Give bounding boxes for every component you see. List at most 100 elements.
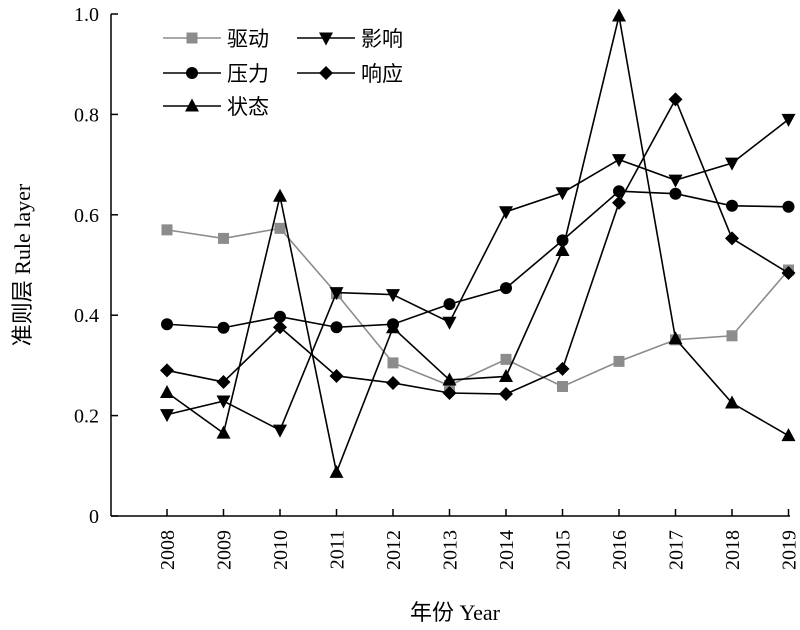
x-tick-label: 2016 bbox=[609, 530, 631, 570]
series-line bbox=[166, 190, 789, 329]
x-tick-label: 2014 bbox=[496, 530, 518, 570]
data-point bbox=[218, 232, 229, 244]
data-point bbox=[161, 224, 173, 236]
data-point bbox=[499, 206, 513, 220]
x-tick-label: 2015 bbox=[553, 530, 575, 570]
series-lines bbox=[160, 8, 796, 478]
data-point bbox=[500, 353, 512, 365]
data-point bbox=[160, 409, 174, 423]
data-point bbox=[555, 242, 570, 256]
data-point bbox=[725, 157, 739, 171]
data-point bbox=[216, 374, 231, 389]
data-point bbox=[273, 424, 287, 438]
legend-label: 影响 bbox=[361, 27, 403, 51]
legend-label: 压力 bbox=[227, 62, 269, 86]
x-tick-label: 2008 bbox=[157, 530, 179, 570]
series-line bbox=[166, 118, 789, 432]
data-point bbox=[612, 195, 626, 210]
legend-item: 状态 bbox=[163, 95, 269, 119]
data-point bbox=[499, 387, 513, 402]
legend-marker bbox=[186, 67, 198, 79]
data-point bbox=[160, 385, 174, 399]
x-tick-label: 2012 bbox=[383, 530, 405, 570]
x-axis-title: 年份 Year bbox=[410, 600, 501, 625]
series-line bbox=[166, 97, 789, 395]
data-point bbox=[161, 318, 173, 331]
data-point bbox=[726, 330, 738, 342]
data-point bbox=[612, 154, 626, 168]
legend-item: 驱动 bbox=[163, 27, 269, 51]
data-point bbox=[725, 395, 739, 409]
y-tick-label: 0.4 bbox=[74, 305, 99, 327]
y-axis-title: 准则层 Rule layer bbox=[10, 183, 35, 346]
data-point bbox=[387, 357, 399, 369]
series-line bbox=[166, 15, 789, 476]
data-point bbox=[329, 287, 344, 301]
series-2 bbox=[161, 185, 795, 334]
x-tick-label: 2010 bbox=[270, 530, 292, 570]
data-point bbox=[386, 320, 400, 334]
y-tick-label: 1.0 bbox=[74, 4, 99, 26]
series-4 bbox=[160, 113, 796, 438]
legend-label: 响应 bbox=[361, 62, 403, 86]
x-tick-label: 2013 bbox=[440, 530, 462, 570]
data-point bbox=[274, 310, 286, 323]
data-point bbox=[613, 185, 625, 198]
y-tick-label: 0 bbox=[89, 506, 99, 528]
x-tick-label: 2018 bbox=[722, 530, 744, 570]
data-point bbox=[725, 231, 739, 246]
series-line bbox=[166, 227, 790, 388]
data-point bbox=[442, 386, 457, 401]
data-point bbox=[781, 428, 796, 442]
data-point bbox=[781, 113, 796, 127]
legend-label: 驱动 bbox=[227, 27, 269, 51]
legend-marker bbox=[319, 66, 333, 80]
x-tick-label: 2009 bbox=[214, 530, 236, 570]
data-point bbox=[555, 361, 570, 376]
data-point bbox=[668, 174, 683, 188]
data-point bbox=[782, 200, 795, 213]
x-tick-label: 2017 bbox=[666, 530, 688, 570]
data-point bbox=[329, 464, 344, 478]
data-point bbox=[669, 187, 682, 200]
data-point bbox=[443, 298, 456, 311]
data-point bbox=[781, 266, 796, 281]
legend-item: 响应 bbox=[297, 62, 403, 86]
data-point bbox=[216, 425, 231, 439]
data-point bbox=[442, 316, 457, 330]
legend-marker bbox=[319, 32, 333, 46]
legend-marker bbox=[186, 32, 198, 44]
legend-item: 压力 bbox=[163, 62, 269, 86]
data-point bbox=[668, 92, 683, 107]
series-5 bbox=[160, 92, 796, 402]
data-point bbox=[668, 331, 683, 345]
data-point bbox=[444, 379, 455, 391]
data-point bbox=[612, 8, 626, 22]
x-tick-label: 2011 bbox=[327, 530, 349, 569]
data-point bbox=[442, 372, 457, 386]
legend-label: 状态 bbox=[227, 95, 269, 119]
data-point bbox=[557, 380, 568, 392]
data-point bbox=[273, 320, 287, 335]
data-point bbox=[329, 368, 344, 383]
series-3 bbox=[160, 8, 796, 478]
x-tick-label: 2019 bbox=[779, 530, 800, 570]
data-point bbox=[500, 282, 512, 295]
data-point bbox=[273, 188, 287, 202]
data-point bbox=[613, 355, 625, 367]
y-tick-label: 0.8 bbox=[74, 104, 99, 126]
data-point bbox=[555, 187, 570, 201]
legend-item: 影响 bbox=[297, 27, 403, 51]
data-point bbox=[499, 368, 513, 382]
data-point bbox=[726, 199, 738, 212]
data-point bbox=[160, 363, 174, 378]
data-point bbox=[274, 222, 286, 234]
y-tick-label: 0.6 bbox=[74, 205, 99, 227]
axes: 0 0.2 0.4 0.6 0.8 1.0 2008 2009 2010 2011 2012 2013… bbox=[74, 4, 800, 570]
data-point bbox=[386, 289, 400, 303]
data-point bbox=[330, 321, 343, 334]
data-point bbox=[386, 375, 400, 390]
